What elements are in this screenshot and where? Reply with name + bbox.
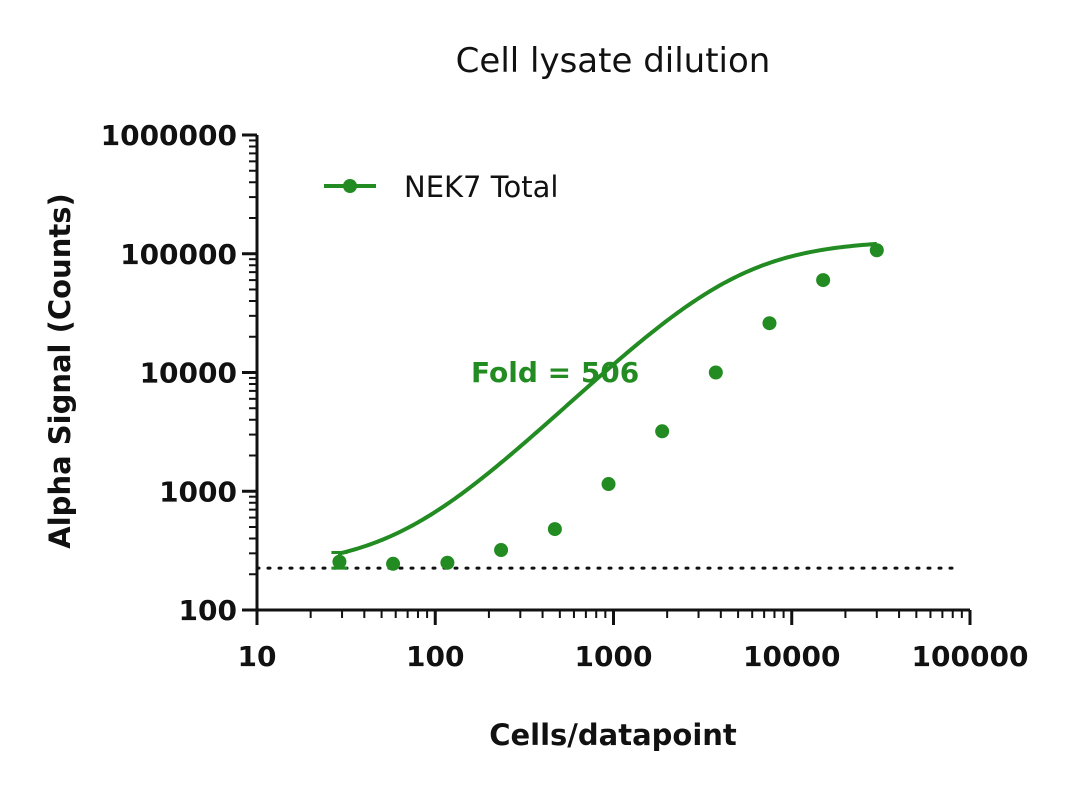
x-axis-title: Cells/datapoint (489, 718, 737, 752)
y-axis-title: Alpha Signal (Counts) (43, 193, 77, 548)
x-tick-label: 10 (238, 640, 277, 673)
x-tick-label: 100 (406, 640, 464, 673)
y-tick-label: 100000 (120, 238, 237, 271)
x-tick-label: 1000 (575, 640, 653, 673)
data-point (494, 543, 509, 558)
legend-marker (343, 179, 357, 193)
fold-annotation: Fold = 506 (471, 356, 639, 389)
fit-curve (338, 241, 877, 556)
y-tick-label: 1000000 (101, 119, 237, 152)
y-tick-label: 100 (179, 594, 237, 627)
data-point (386, 556, 401, 571)
data-point (440, 555, 455, 570)
data-point (655, 424, 670, 439)
x-tick-label: 10000 (743, 640, 840, 673)
y-tick-label: 1000 (159, 475, 237, 508)
legend-label: NEK7 Total (404, 170, 558, 204)
x-tick-label: 100000 (912, 640, 1029, 673)
data-point (547, 522, 562, 537)
data-point (869, 243, 884, 258)
data-point (601, 477, 616, 492)
chart-title: Cell lysate dilution (456, 41, 771, 81)
data-point (332, 554, 347, 569)
data-point (816, 273, 831, 288)
data-point (762, 316, 777, 331)
y-tick-label: 10000 (140, 357, 237, 390)
data-point (708, 365, 723, 380)
